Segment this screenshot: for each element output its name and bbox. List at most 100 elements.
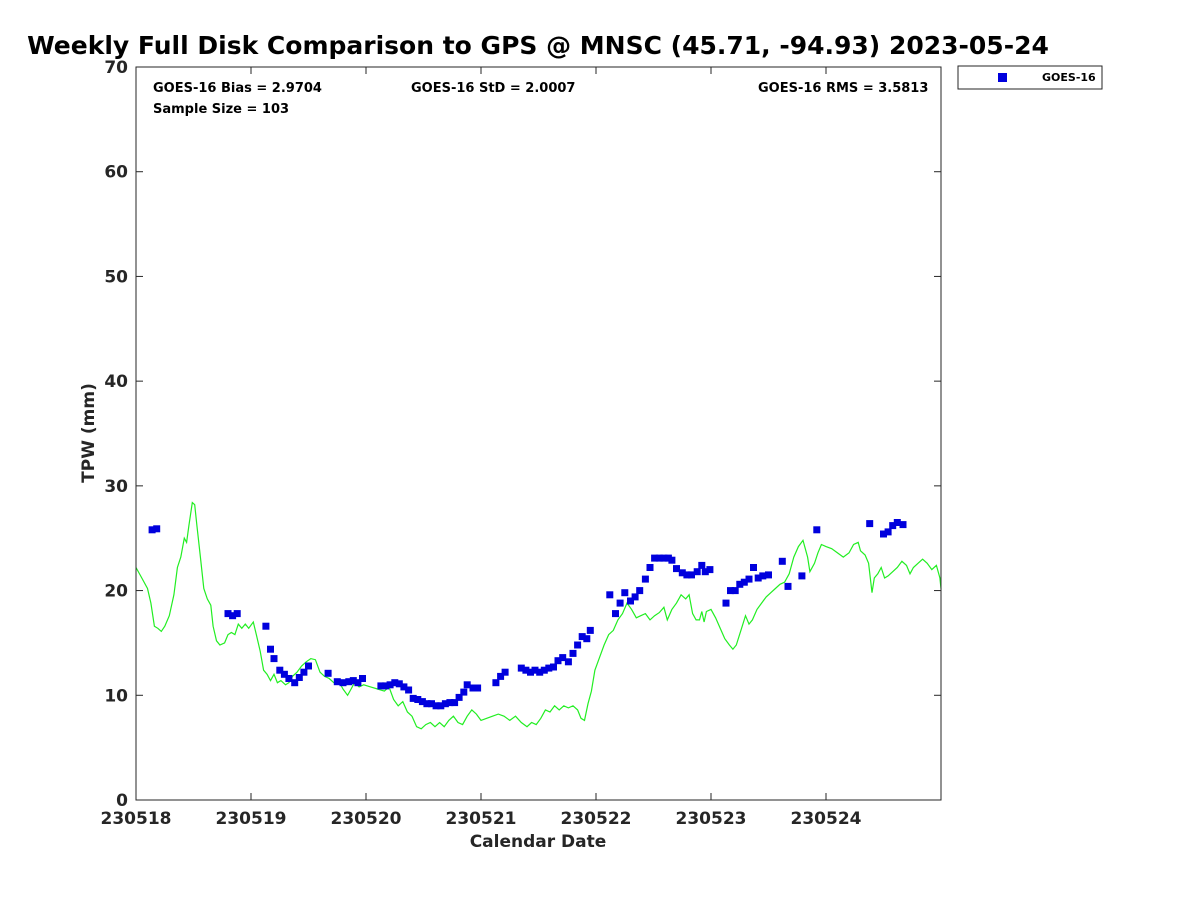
gps-series-line bbox=[135, 501, 942, 730]
goes16-data-point bbox=[750, 564, 757, 571]
y-tick-label: 70 bbox=[104, 58, 128, 78]
goes16-data-point bbox=[578, 633, 586, 641]
goes16-data-point bbox=[668, 556, 676, 564]
goes16-data-point bbox=[400, 683, 408, 691]
goes16-data-point bbox=[377, 682, 385, 690]
goes16-data-point bbox=[616, 599, 624, 607]
goes16-data-point bbox=[784, 582, 792, 590]
goes16-data-point bbox=[899, 521, 907, 529]
goes16-data-point bbox=[655, 554, 663, 562]
legend-entry-goes16: GOES-16 bbox=[1042, 71, 1096, 84]
goes16-data-point bbox=[569, 649, 577, 657]
goes16-data-point bbox=[382, 682, 390, 690]
goes16-data-point bbox=[636, 587, 644, 595]
goes16-data-point bbox=[391, 679, 399, 687]
goes16-data-point bbox=[224, 610, 232, 618]
goes16-data-point bbox=[153, 525, 161, 533]
goes16-data-point bbox=[497, 672, 505, 680]
goes16-data-point bbox=[765, 571, 772, 579]
goes16-data-point bbox=[660, 554, 668, 562]
goes16-data-point bbox=[545, 664, 553, 672]
goes16-data-point bbox=[324, 669, 332, 677]
goes16-data-point bbox=[432, 702, 440, 710]
goes16-data-point bbox=[527, 668, 534, 676]
goes16-data-point bbox=[270, 655, 278, 663]
goes16-data-point bbox=[492, 679, 500, 687]
gps-line-layer bbox=[135, 501, 942, 730]
goes16-data-point bbox=[446, 699, 454, 707]
goes16-data-point bbox=[731, 587, 739, 595]
goes16-points-layer bbox=[148, 519, 907, 710]
goes16-data-point bbox=[754, 574, 762, 582]
std-annotation: GOES-16 StD = 2.0007 bbox=[411, 81, 575, 96]
y-tick-label: 50 bbox=[104, 267, 128, 287]
goes16-data-point bbox=[423, 700, 431, 708]
goes16-data-point bbox=[405, 686, 413, 694]
goes16-data-point bbox=[455, 693, 463, 701]
goes16-data-point bbox=[866, 520, 874, 528]
goes16-data-point bbox=[469, 684, 477, 692]
sample-size-annotation: Sample Size = 103 bbox=[153, 102, 289, 117]
goes16-data-point bbox=[262, 622, 270, 630]
goes16-data-point bbox=[437, 702, 445, 710]
plot-frame bbox=[135, 66, 942, 801]
goes16-data-point bbox=[651, 554, 659, 562]
goes16-data-point bbox=[414, 696, 422, 703]
goes16-data-point bbox=[745, 575, 753, 583]
goes16-data-point bbox=[460, 688, 468, 696]
goes16-data-point bbox=[291, 679, 299, 687]
goes16-data-point bbox=[884, 528, 892, 536]
goes16-data-point bbox=[451, 699, 459, 707]
goes16-data-point bbox=[339, 679, 347, 687]
legend-marker-goes16 bbox=[998, 73, 1007, 82]
bias-annotation: GOES-16 Bias = 2.9704 bbox=[153, 81, 322, 96]
goes16-data-point bbox=[531, 666, 539, 674]
x-tick-label: 230524 bbox=[791, 809, 862, 829]
goes16-data-point bbox=[441, 700, 449, 708]
goes16-data-point bbox=[880, 530, 887, 538]
legend-box bbox=[957, 65, 1103, 90]
x-tick-label: 230521 bbox=[446, 809, 517, 829]
goes16-data-point bbox=[501, 668, 509, 676]
goes16-data-point bbox=[586, 626, 594, 634]
y-tick-label: 40 bbox=[104, 372, 128, 392]
goes16-data-point bbox=[583, 635, 591, 643]
goes16-data-point bbox=[678, 569, 686, 577]
goes16-data-point bbox=[280, 670, 288, 678]
goes16-data-point bbox=[641, 575, 649, 583]
goes16-data-point bbox=[536, 668, 544, 676]
goes16-data-point bbox=[305, 662, 312, 670]
goes16-data-point bbox=[559, 654, 567, 662]
legend: GOES-16 bbox=[957, 65, 1103, 90]
goes16-data-point bbox=[759, 572, 767, 580]
y-tick-label: 0 bbox=[116, 791, 128, 811]
goes16-data-point bbox=[554, 657, 562, 665]
goes16-data-point bbox=[349, 677, 357, 685]
y-tick-label: 20 bbox=[104, 582, 128, 602]
y-tick-label: 30 bbox=[104, 477, 128, 497]
goes16-data-point bbox=[285, 675, 293, 682]
goes16-data-point bbox=[701, 568, 709, 576]
goes16-data-point bbox=[418, 698, 426, 706]
goes16-data-point bbox=[612, 610, 619, 618]
goes16-data-point bbox=[148, 526, 156, 534]
goes16-data-point bbox=[673, 565, 680, 573]
goes16-data-point bbox=[540, 666, 548, 674]
goes16-data-point bbox=[229, 612, 237, 620]
goes16-data-point bbox=[646, 564, 654, 571]
rms-annotation: GOES-16 RMS = 3.5813 bbox=[758, 81, 928, 96]
goes16-data-point bbox=[627, 597, 634, 605]
goes16-data-point bbox=[813, 526, 821, 534]
goes16-data-point bbox=[428, 700, 435, 708]
goes16-data-point bbox=[386, 681, 394, 689]
y-axis: 0 10 20 30 40 50 60 70 bbox=[104, 58, 941, 811]
goes16-data-point bbox=[300, 668, 308, 676]
goes16-data-point bbox=[345, 678, 353, 686]
x-axis-label: Calendar Date bbox=[470, 832, 607, 852]
goes16-data-point bbox=[550, 663, 557, 671]
goes16-data-point bbox=[698, 561, 706, 569]
x-tick-label: 230518 bbox=[101, 809, 172, 829]
x-tick-label: 230523 bbox=[676, 809, 747, 829]
goes16-data-point bbox=[736, 580, 744, 588]
